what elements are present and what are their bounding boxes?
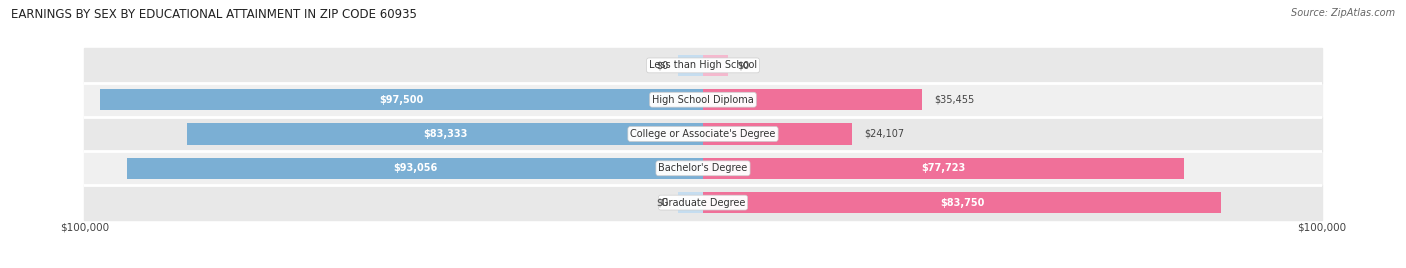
Text: $83,750: $83,750 <box>939 198 984 208</box>
Text: EARNINGS BY SEX BY EDUCATIONAL ATTAINMENT IN ZIP CODE 60935: EARNINGS BY SEX BY EDUCATIONAL ATTAINMEN… <box>11 8 418 21</box>
Bar <box>84 151 1322 185</box>
Bar <box>678 55 703 76</box>
Bar <box>678 192 703 213</box>
Bar <box>703 158 1184 179</box>
Text: High School Diploma: High School Diploma <box>652 95 754 105</box>
Text: $83,333: $83,333 <box>423 129 467 139</box>
Bar <box>703 192 1222 213</box>
Bar <box>187 123 703 145</box>
Text: College or Associate's Degree: College or Associate's Degree <box>630 129 776 139</box>
Bar <box>703 89 922 110</box>
Bar <box>84 117 1322 151</box>
Text: $97,500: $97,500 <box>380 95 423 105</box>
Bar <box>84 83 1322 117</box>
Bar <box>100 89 703 110</box>
Text: Source: ZipAtlas.com: Source: ZipAtlas.com <box>1291 8 1395 18</box>
Text: $77,723: $77,723 <box>921 163 966 173</box>
Bar <box>84 48 1322 83</box>
Text: $0: $0 <box>737 60 749 70</box>
Bar <box>703 55 728 76</box>
Text: $0: $0 <box>657 198 669 208</box>
Text: Less than High School: Less than High School <box>650 60 756 70</box>
Text: Bachelor's Degree: Bachelor's Degree <box>658 163 748 173</box>
Text: $0: $0 <box>657 60 669 70</box>
Text: Graduate Degree: Graduate Degree <box>661 198 745 208</box>
Bar <box>128 158 703 179</box>
Text: $24,107: $24,107 <box>865 129 904 139</box>
Bar <box>84 185 1322 220</box>
Text: $35,455: $35,455 <box>935 95 974 105</box>
Text: $93,056: $93,056 <box>394 163 437 173</box>
Bar <box>703 123 852 145</box>
